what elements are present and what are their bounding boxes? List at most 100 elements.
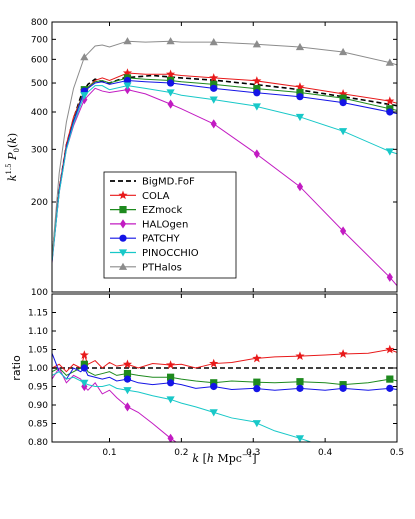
top-point-pthalos-4	[252, 40, 261, 48]
top-panel-frame	[51, 21, 398, 293]
bottom-point-patchy-1	[123, 375, 132, 383]
top-ytick-label-3: 400	[31, 108, 48, 118]
bottom-point-ezmock-5	[296, 378, 304, 386]
top-point-halogen-3	[210, 119, 217, 129]
bottom-ylabel: ratio	[10, 355, 23, 381]
top-point-pthalos-0	[80, 53, 89, 61]
bottom-ytick-label-4: 1.00	[28, 364, 48, 374]
bottom-point-cola-6	[338, 349, 348, 358]
top-point-halogen-0	[81, 95, 88, 105]
bottom-ytick-label-5: 1.05	[28, 346, 48, 356]
bottom-ytick-label-6: 1.10	[28, 327, 48, 337]
top-point-pinocchio-1	[123, 82, 132, 90]
top-point-pthalos-7	[385, 58, 394, 66]
bottom-panel-plot	[52, 344, 397, 442]
bottom-point-ezmock-6	[339, 381, 347, 389]
bottom-point-halogen-2	[167, 433, 174, 442]
bottom-point-cola-4	[252, 353, 262, 363]
bottom-point-patchy-6	[339, 384, 347, 392]
top-point-ezmock-3	[210, 80, 218, 88]
legend-label-pthalos: PTHalos	[142, 262, 182, 273]
bottom-point-ezmock-2	[166, 373, 175, 381]
top-point-halogen-5	[296, 182, 304, 192]
bottom-point-cola-2	[166, 360, 176, 369]
bottom-point-patchy-2	[166, 379, 175, 387]
legend-label-cola: COLA	[142, 191, 170, 202]
top-point-pinocchio-3	[209, 96, 218, 104]
top-ytick-label-0: 100	[31, 288, 48, 298]
bottom-point-cola-7	[385, 344, 395, 354]
bottom-ytick-label-1: 0.85	[28, 420, 48, 430]
bottom-point-ezmock-4	[253, 378, 261, 386]
top-point-cola-2	[166, 69, 176, 79]
bottom-xtick-label-0: 0.1	[102, 448, 116, 458]
top-point-pthalos-1	[123, 37, 132, 45]
top-point-patchy-4	[253, 89, 261, 97]
top-point-ezmock-5	[296, 88, 304, 97]
legend-marker-pthalos	[118, 262, 128, 270]
top-point-ezmock-6	[339, 94, 347, 102]
legend-label-patchy: PATCHY	[142, 234, 180, 245]
legend-label-ezmock: EZmock	[142, 205, 183, 216]
legend-marker-patchy	[119, 234, 127, 242]
bottom-point-pinocchio-1	[123, 387, 132, 395]
top-ytick-label-2: 300	[31, 145, 48, 155]
top-ylabel: k1.5 P0(k)	[5, 133, 21, 181]
legend-label-bigmd-fof: BigMD.FoF	[142, 177, 195, 188]
top-point-halogen-7	[386, 272, 393, 282]
top-point-pthalos-6	[338, 47, 348, 56]
top-point-halogen-2	[167, 99, 174, 109]
top-ytick-label-5: 600	[31, 55, 48, 65]
legend-marker-pinocchio	[118, 249, 128, 257]
top-point-pthalos-2	[166, 37, 175, 45]
top-point-cola-3	[209, 73, 219, 82]
bottom-point-cola-5	[295, 351, 305, 361]
bottom-point-ezmock-3	[210, 379, 218, 387]
top-point-halogen-6	[339, 226, 347, 236]
top-point-cola-5	[295, 82, 305, 91]
top-point-pinocchio-6	[338, 128, 348, 136]
top-point-pinocchio-7	[385, 148, 394, 156]
bottom-xtick-label-2: 0.3	[246, 448, 260, 458]
bottom-point-halogen-1	[124, 402, 131, 412]
top-ytick-label-4: 500	[31, 79, 48, 89]
top-point-patchy-7	[386, 108, 394, 116]
legend-label-pinocchio: PINOCCHIO	[142, 248, 199, 259]
top-series-cola	[52, 72, 397, 258]
top-series-pthalos	[52, 40, 397, 258]
top-point-patchy-2	[166, 79, 175, 87]
legend-box	[103, 171, 237, 279]
top-point-pinocchio-4	[252, 103, 261, 111]
bottom-point-patchy-4	[253, 385, 261, 393]
top-point-cola-1	[122, 68, 133, 77]
top-point-patchy-5	[296, 93, 304, 101]
top-ytick-label-1: 200	[31, 198, 48, 208]
bottom-xlabel: k [h Mpc−1]	[192, 451, 256, 465]
legend-label-halogen: HALOgen	[142, 219, 188, 230]
top-point-cola-4	[252, 76, 262, 85]
top-ytick-label-7: 800	[31, 18, 48, 28]
top-point-pinocchio-2	[166, 89, 175, 97]
bottom-point-pinocchio-5	[295, 435, 305, 442]
top-point-halogen-4	[253, 149, 260, 159]
bottom-ytick-label-3: 0.95	[28, 383, 48, 393]
top-ytick-label-6: 700	[31, 35, 48, 45]
top-point-cola-6	[338, 89, 348, 98]
bottom-ytick-label-0: 0.80	[28, 438, 48, 448]
bottom-point-ezmock-7	[386, 375, 394, 383]
bottom-point-cola-0	[79, 350, 89, 359]
bottom-point-patchy-0	[80, 364, 88, 372]
top-series-pinocchio	[52, 85, 397, 263]
legend-marker-ezmock	[119, 206, 127, 214]
top-point-cola-7	[385, 96, 395, 105]
top-point-pinocchio-0	[80, 92, 89, 100]
legend-marker-halogen	[119, 219, 127, 229]
top-point-ezmock-4	[253, 85, 261, 93]
bottom-point-patchy-7	[386, 384, 394, 392]
bottom-xtick-label-1: 0.2	[174, 448, 188, 458]
top-point-patchy-6	[339, 99, 347, 107]
bottom-point-ezmock-0	[80, 360, 88, 368]
bottom-point-cola-3	[209, 358, 219, 368]
bottom-point-pinocchio-4	[252, 420, 261, 428]
